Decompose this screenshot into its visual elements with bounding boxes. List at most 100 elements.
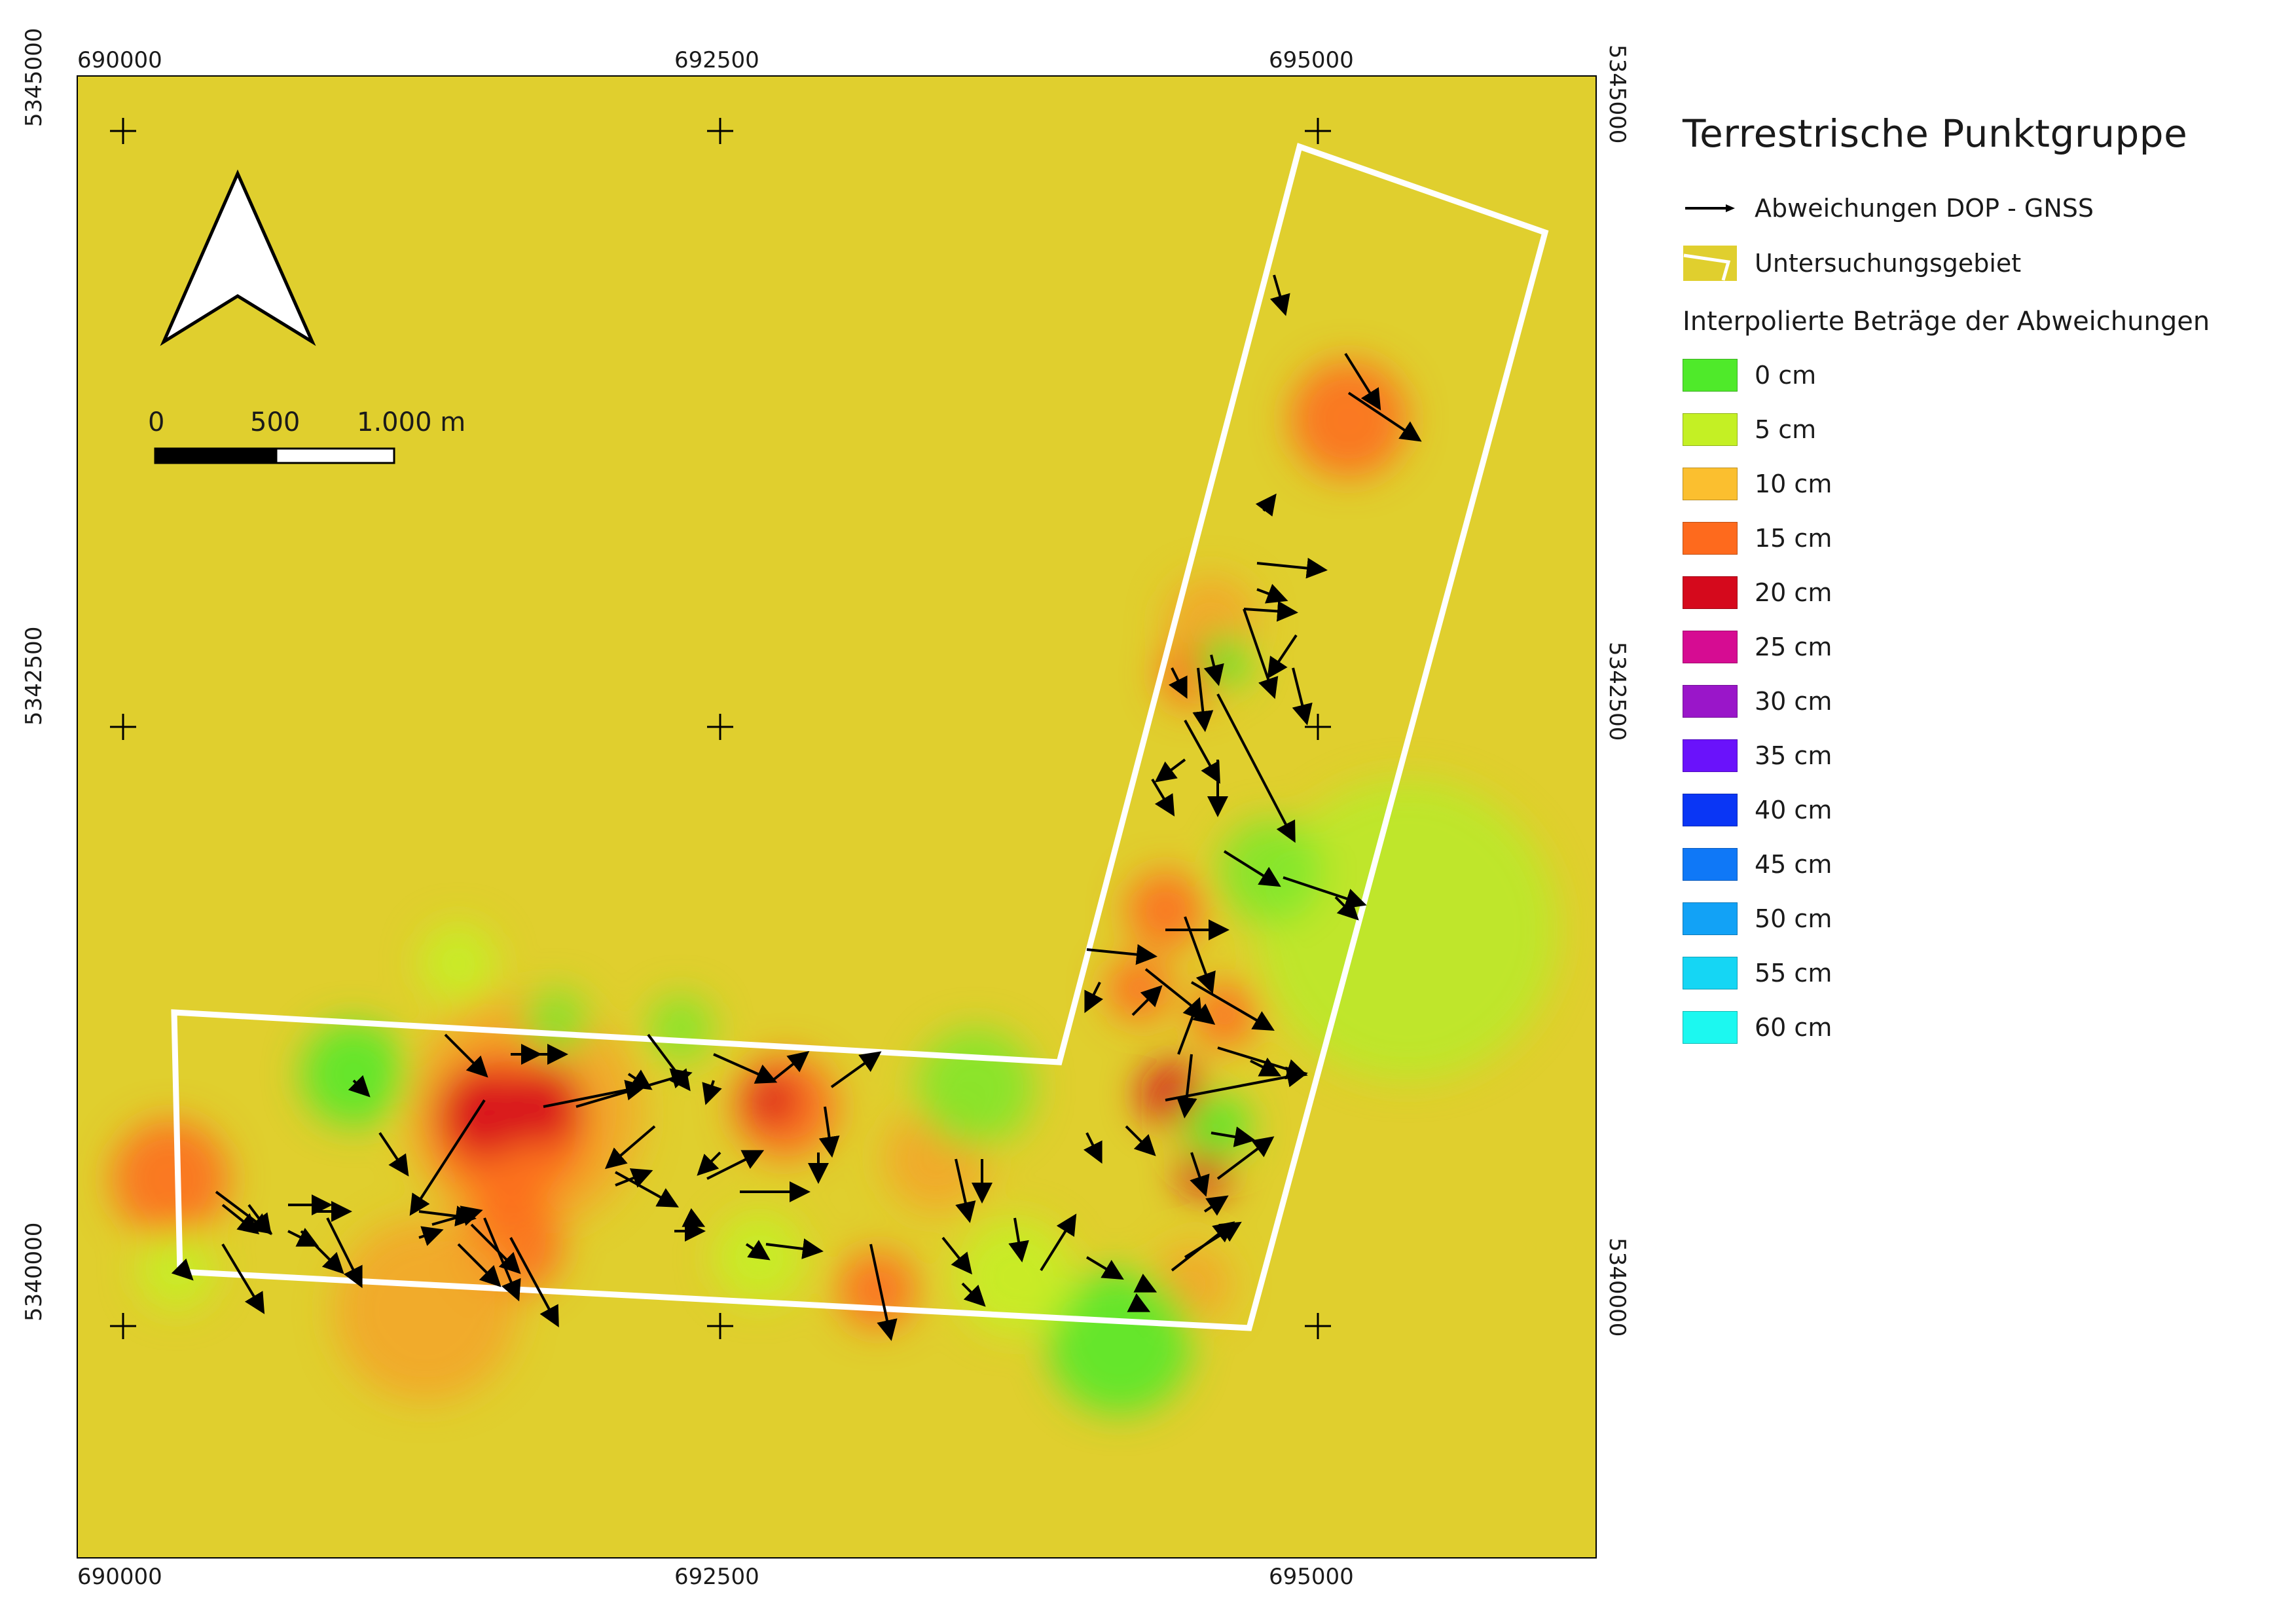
deviation-arrow [1168, 667, 1188, 699]
legend-title: Terrestrische Punktgruppe [1683, 111, 2188, 156]
legend-ramp-title: Interpolierte Beträge der Abweichungen [1683, 306, 2210, 337]
grid-crosses [110, 118, 1331, 1339]
deviation-arrow [1165, 1066, 1308, 1101]
deviation-arrow [1040, 1213, 1077, 1272]
y-tick-left-3: 5340000 [21, 1222, 47, 1321]
deviation-arrow [1292, 667, 1313, 726]
grid-cross [1305, 714, 1331, 740]
x-tick-top-2: 692500 [674, 47, 759, 73]
legend-item-study-area: Untersuchungsgebiet [1683, 245, 2272, 282]
deviation-arrow [1086, 944, 1157, 965]
deviation-arrow [1216, 693, 1296, 843]
ramp-entry: 15 cm [1683, 522, 2272, 555]
surface-blob [301, 1022, 406, 1126]
y-tick-right-2: 5342500 [1604, 642, 1630, 741]
y-tick-right-1: 5345000 [1604, 45, 1630, 144]
ramp-label: 45 cm [1755, 850, 1832, 879]
x-tick-bottom-2: 692500 [674, 1564, 759, 1590]
ramp-label: 25 cm [1755, 633, 1832, 661]
deviation-arrow [1269, 274, 1290, 316]
deviation-arrow [1008, 1217, 1029, 1263]
x-tick-top-1: 690000 [77, 47, 162, 73]
deviation-arrow [1084, 982, 1104, 1014]
arrow-right-icon [1683, 190, 1738, 227]
ramp-entry: 30 cm [1683, 685, 2272, 718]
deviation-arrow [483, 1217, 521, 1302]
ramp-swatch [1683, 685, 1738, 718]
ramp-label: 5 cm [1755, 415, 1817, 444]
ramp-entry: 50 cm [1683, 902, 2272, 935]
deviation-arrow [1085, 1256, 1124, 1280]
ramp-entry: 55 cm [1683, 957, 2272, 989]
deviation-arrow [745, 1240, 771, 1261]
ramp-label: 15 cm [1755, 524, 1832, 553]
grid-cross [110, 1313, 136, 1339]
deviation-arrow [702, 1080, 722, 1105]
deviation-arrow [818, 1106, 840, 1158]
scalebar-label-500: 500 [250, 407, 301, 437]
deviation-arrow [287, 1227, 319, 1247]
deviation-arrow [221, 1243, 265, 1314]
deviation-arrow [1250, 1057, 1282, 1077]
ramp-entry: 45 cm [1683, 848, 2272, 881]
ramp-label: 35 cm [1755, 741, 1832, 770]
ramp-label: 30 cm [1755, 687, 1832, 716]
ramp-swatch [1683, 576, 1738, 609]
color-ramp: 0 cm 5 cm 10 cm 15 cm 20 cm 25 cm 30 cm 35 cm 40… [1683, 359, 2272, 1044]
deviation-arrow [1256, 557, 1328, 579]
y-tick-left-2: 5342500 [21, 626, 47, 726]
ramp-swatch [1683, 1011, 1738, 1044]
deviation-arrow [1203, 654, 1224, 686]
ramp-swatch [1683, 359, 1738, 392]
y-tick-left-1: 5345000 [21, 28, 47, 127]
deviation-arrow [1216, 1136, 1275, 1180]
ramp-label: 40 cm [1755, 796, 1832, 824]
ramp-entry: 40 cm [1683, 794, 2272, 826]
deviation-arrow [765, 1238, 824, 1259]
ramp-label: 10 cm [1755, 470, 1832, 498]
deviation-arrow [247, 1204, 272, 1236]
legend-item-arrows: Abweichungen DOP - GNSS [1683, 190, 2272, 227]
x-tick-bottom-3: 695000 [1269, 1564, 1354, 1590]
deviation-arrow [941, 1236, 972, 1275]
deviation-arrow [300, 1230, 344, 1274]
deviation-arrow [1255, 493, 1277, 517]
deviation-arrow [1243, 608, 1279, 699]
scalebar [154, 447, 395, 464]
surface-blob [1192, 982, 1257, 1048]
ramp-swatch [1683, 957, 1738, 989]
grid-cross [1305, 1313, 1331, 1339]
grid-cross [1305, 118, 1331, 144]
ramp-swatch [1683, 848, 1738, 881]
deviation-arrow [955, 1158, 976, 1223]
deviation-arrow [409, 1099, 486, 1216]
deviation-arrow [221, 1204, 260, 1234]
deviation-arrow [697, 1151, 721, 1176]
surface-blob [524, 989, 589, 1054]
deviation-arrow [1127, 1293, 1151, 1312]
scalebar-label-1000: 1.000 m [357, 407, 466, 437]
surface-blob [1048, 1270, 1192, 1414]
deviation-arrow [1267, 634, 1298, 679]
surface-blob [838, 1251, 917, 1329]
ramp-swatch [1683, 468, 1738, 500]
ramp-swatch [1683, 739, 1738, 772]
deviation-arrow [1256, 583, 1288, 604]
deviation-arrow [615, 1171, 679, 1208]
deviation-arrow [1184, 720, 1220, 784]
deviation-arrow [1154, 758, 1186, 783]
x-tick-bottom-1: 690000 [77, 1564, 162, 1590]
surface-blob [1106, 956, 1172, 1022]
deviation-arrow [1151, 778, 1175, 817]
ramp-label: 55 cm [1755, 959, 1832, 987]
deviation-arrow [378, 1132, 409, 1177]
deviation-arrow [1243, 600, 1298, 622]
grid-cross [707, 714, 733, 740]
deviation-arrow [1203, 1195, 1229, 1216]
surface-blob [1185, 1094, 1250, 1159]
surface-blob [1257, 779, 1558, 1080]
ramp-swatch [1683, 794, 1738, 826]
deviation-arrow [706, 1150, 765, 1180]
surface-blob [917, 1028, 1034, 1146]
ramp-label: 0 cm [1755, 361, 1817, 390]
